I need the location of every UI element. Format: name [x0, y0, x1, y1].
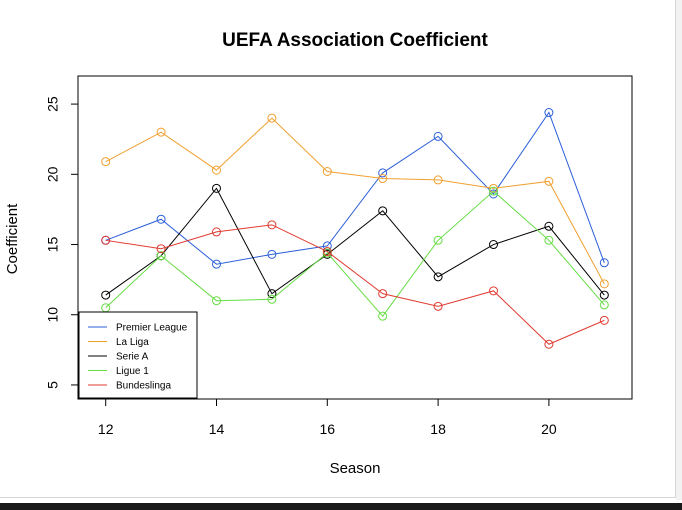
- data-point-la-liga: [101, 157, 111, 167]
- data-point-la-liga: [212, 165, 221, 175]
- data-point-bundeslinga: [489, 286, 498, 296]
- data-point-ligue-1: [599, 300, 609, 310]
- data-point-premier-league: [433, 131, 443, 141]
- data-point-bundeslinga: [212, 227, 221, 237]
- data-point-serie-a: [599, 290, 609, 300]
- y-tick-label: 15: [45, 237, 61, 253]
- data-point-bundeslinga: [433, 301, 443, 311]
- data-point-premier-league: [599, 258, 609, 268]
- legend-label: Premier League: [116, 323, 188, 334]
- data-point-premier-league: [489, 189, 498, 199]
- data-point-la-liga: [378, 174, 388, 184]
- x-tick-label: 18: [430, 421, 446, 437]
- x-tick-label: 20: [541, 421, 557, 437]
- chart-title: UEFA Association Coefficient: [222, 30, 488, 51]
- data-point-bundeslinga: [544, 339, 554, 349]
- series-line-bundeslinga: [105, 224, 605, 345]
- data-point-serie-a: [433, 272, 443, 282]
- series-line-la-liga: [105, 117, 605, 285]
- x-axis-label: Season: [330, 460, 381, 477]
- plot-panel: [0, 0, 676, 498]
- legend-box: [78, 311, 198, 399]
- bottom-bar: [0, 503, 682, 510]
- x-tick-label: 14: [209, 421, 225, 437]
- data-point-ligue-1: [489, 186, 498, 196]
- series-line-premier-league: [105, 111, 605, 265]
- data-point-serie-a: [212, 183, 221, 193]
- y-axis: 5 10 15 20 25: [45, 96, 79, 389]
- x-tick-label: 16: [320, 421, 336, 437]
- data-point-ligue-1: [433, 235, 443, 245]
- window-edge: [676, 0, 682, 500]
- series-layer: [101, 108, 609, 349]
- series-line-serie-a: [105, 187, 605, 296]
- data-point-bundeslinga: [599, 315, 609, 325]
- y-axis-label: Coefficient: [4, 203, 21, 274]
- data-point-ligue-1: [544, 235, 554, 245]
- data-point-bundeslinga: [101, 235, 111, 245]
- line-chart: UEFA Association Coefficient Season Coef…: [4, 30, 633, 477]
- legend-label: Serie A: [116, 352, 149, 363]
- data-point-la-liga: [599, 279, 609, 289]
- data-point-serie-a: [101, 290, 111, 300]
- data-point-la-liga: [489, 183, 498, 193]
- legend-label: La Liga: [116, 337, 149, 348]
- legend: Premier League La Liga Serie A Ligue 1 Bunde…: [78, 311, 198, 399]
- data-point-bundeslinga: [378, 289, 388, 299]
- data-point-serie-a: [489, 240, 498, 250]
- data-point-ligue-1: [212, 296, 221, 306]
- data-point-premier-league: [544, 108, 554, 118]
- data-point-ligue-1: [378, 311, 388, 321]
- data-point-premier-league: [267, 249, 277, 259]
- data-point-ligue-1: [156, 251, 166, 261]
- y-tick-label: 20: [45, 166, 61, 182]
- data-point-bundeslinga: [156, 244, 166, 254]
- data-point-la-liga: [156, 127, 166, 137]
- data-point-bundeslinga: [322, 247, 332, 257]
- data-point-la-liga: [267, 113, 277, 123]
- data-point-la-liga: [322, 166, 332, 176]
- data-point-la-liga: [433, 175, 443, 185]
- data-point-bundeslinga: [267, 220, 277, 230]
- data-point-premier-league: [378, 168, 388, 178]
- data-point-serie-a: [267, 289, 277, 299]
- x-axis: 12 14 16 18 20: [98, 398, 557, 437]
- data-point-premier-league: [156, 214, 166, 224]
- data-point-serie-a: [544, 221, 554, 231]
- legend-label: Bundeslinga: [116, 381, 171, 392]
- legend-label: Ligue 1: [116, 366, 149, 377]
- data-point-ligue-1: [267, 294, 277, 304]
- data-point-la-liga: [544, 176, 554, 186]
- data-point-serie-a: [378, 206, 388, 216]
- y-tick-label: 25: [45, 96, 61, 112]
- series-line-ligue-1: [105, 190, 605, 317]
- x-tick-label: 12: [98, 421, 114, 437]
- y-tick-label: 10: [45, 307, 61, 323]
- y-tick-label: 5: [45, 381, 61, 389]
- data-point-premier-league: [212, 259, 221, 269]
